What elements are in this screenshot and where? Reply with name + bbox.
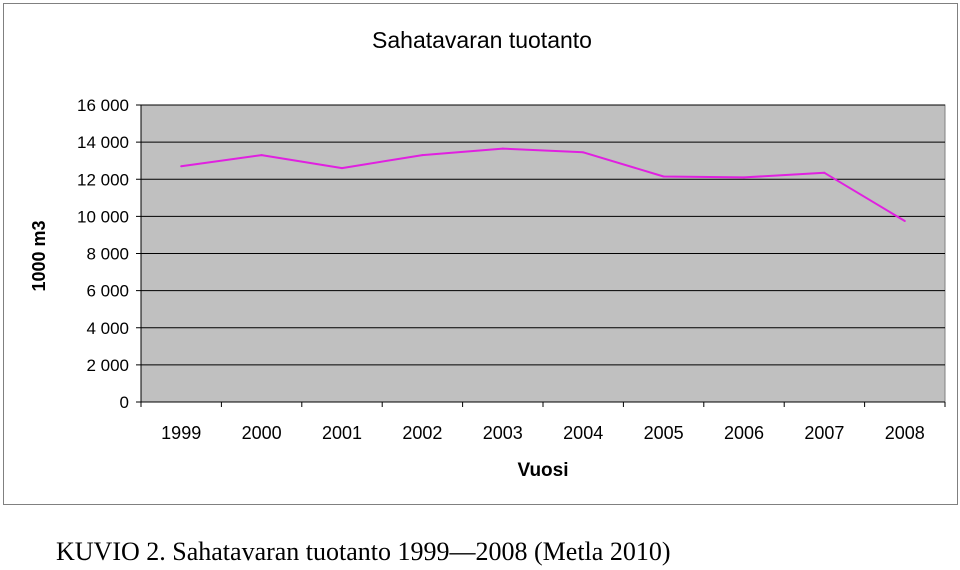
data-point (903, 220, 906, 223)
x-tick-label: 2007 (804, 423, 844, 443)
data-point (662, 175, 665, 178)
y-tick-label: 16 000 (77, 96, 129, 115)
y-tick-label: 2 000 (86, 356, 129, 375)
data-point (823, 171, 826, 174)
y-tick-label: 12 000 (77, 170, 129, 189)
x-axis-title: Vuosi (517, 460, 568, 481)
gridlines (141, 104, 945, 366)
series-layer (180, 147, 906, 223)
chart-title: Sahatavaran tuotanto (372, 27, 592, 53)
y-axis: 0 2 000 4 000 6 000 8 000 10 000 12 000 14 000 1… (77, 96, 142, 412)
series-line (181, 147, 906, 222)
y-tick-label: 6 000 (86, 282, 129, 301)
y-tick-label: 10 000 (77, 207, 129, 226)
x-tick-label: 2006 (724, 423, 764, 443)
y-tick-label: 4 000 (86, 319, 129, 338)
data-point (582, 151, 585, 154)
y-tick-label: 8 000 (86, 245, 129, 264)
figure-caption: KUVIO 2. Sahatavaran tuotanto 1999—2008 … (56, 537, 671, 566)
x-tick-label: 2008 (885, 423, 925, 443)
y-axis-title: 1000 m3 (29, 220, 49, 291)
x-tick-label: 2000 (242, 423, 282, 443)
data-point (501, 147, 504, 150)
y-tick-label: 0 (120, 393, 129, 412)
x-tick-label: 2002 (402, 423, 442, 443)
x-tick-label: 2005 (644, 423, 684, 443)
chart-figure: Sahatavaran tuotanto 0 2 000 4 000 6 000 8 0… (3, 3, 958, 505)
data-point (743, 176, 745, 179)
x-tick-label: 2001 (322, 423, 362, 443)
data-point (421, 154, 424, 157)
data-point (341, 167, 343, 170)
chart-svg: Sahatavaran tuotanto 0 2 000 4 000 6 000 8 0… (29, 27, 946, 481)
y-tick-label: 14 000 (77, 133, 129, 152)
x-axis: 1999 2000 2001 2002 2003 2004 2005 2006 2007 2008 (140, 401, 946, 443)
x-tick-label: 2003 (483, 423, 523, 443)
x-tick-label: 1999 (161, 423, 201, 443)
x-tick-label: 2004 (563, 423, 603, 443)
data-point (260, 154, 263, 157)
data-point (180, 165, 183, 168)
